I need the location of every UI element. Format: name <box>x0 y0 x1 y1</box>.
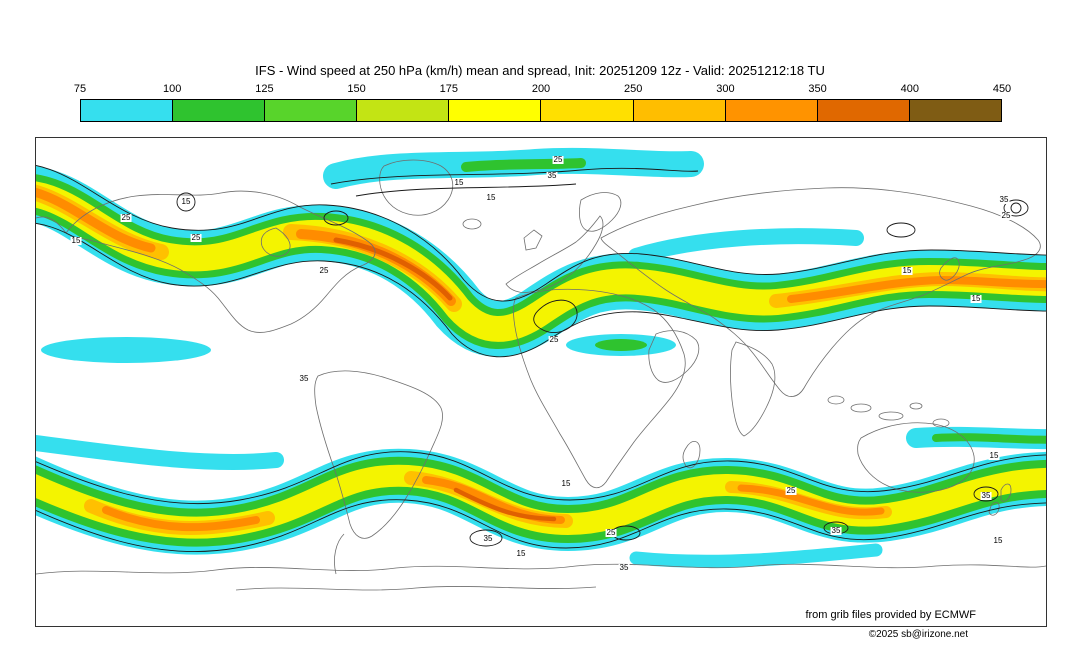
colorbar-segment <box>357 100 450 121</box>
wind-speed-shading <box>36 147 1046 568</box>
colorbar-tick-label: 450 <box>992 83 1012 95</box>
colorbar-segment <box>173 100 266 121</box>
colorbar-tick-label: 250 <box>624 83 643 95</box>
colorbar-tick-label: 300 <box>716 83 735 95</box>
data-credit: from grib files provided by ECMWF <box>805 609 976 621</box>
colorbar-segment <box>909 100 1001 121</box>
colorbar-wrap: 75 100 125 150 175 200 250 300 350 400 450 <box>74 83 1011 122</box>
colorbar <box>80 99 1002 122</box>
colorbar-segment <box>81 100 174 121</box>
coastlines <box>36 159 1046 591</box>
colorbar-segment <box>633 100 726 121</box>
colorbar-tick-label: 350 <box>808 83 827 95</box>
colorbar-segment <box>265 100 358 121</box>
colorbar-tick-label: 175 <box>439 83 458 95</box>
colorbar-tick-label: 100 <box>163 83 182 95</box>
colorbar-tick-label: 200 <box>531 83 551 95</box>
copyright: ©2025 sb@irizone.net <box>868 629 968 640</box>
colorbar-tick-label: 125 <box>255 83 274 95</box>
spread-contours <box>36 165 1046 553</box>
colorbar-tick-label: 150 <box>347 83 366 95</box>
world-map-svg <box>36 138 1046 626</box>
colorbar-ticks: 75 100 125 150 175 200 250 300 350 400 450 <box>74 83 1011 97</box>
colorbar-segment <box>817 100 910 121</box>
colorbar-segment <box>541 100 634 121</box>
figure-title: IFS - Wind speed at 250 hPa (km/h) mean … <box>255 63 825 78</box>
colorbar-tick-label: 400 <box>900 83 919 95</box>
map-frame: 15 25 25 15 25 15 25 35 15 25 35 15 15 25 35 15 35 25 35 15… <box>35 137 1047 627</box>
colorbar-tick-label: 75 <box>73 83 87 95</box>
colorbar-segment <box>449 100 542 121</box>
colorbar-segment <box>725 100 818 121</box>
